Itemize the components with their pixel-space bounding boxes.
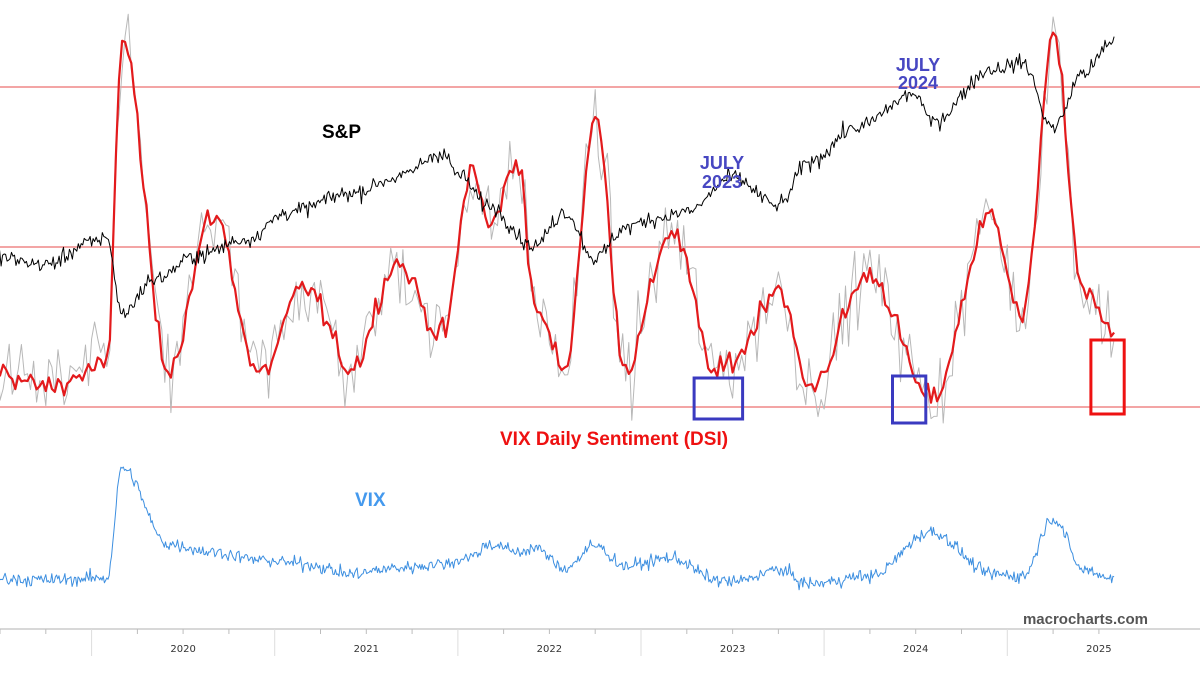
vix-label: VIX xyxy=(355,490,386,511)
x-tick-label-2024: 2024 xyxy=(903,644,928,655)
highlight-boxes xyxy=(692,338,1126,425)
x-tick-label-2023: 2023 xyxy=(720,644,745,655)
july-2023-label-line2: 2023 xyxy=(702,172,742,192)
sp-line xyxy=(0,36,1115,319)
vix-layer xyxy=(0,466,1115,591)
vix-line xyxy=(0,466,1115,591)
x-axis-ticks: 2020 2021 2022 2023 2024 2025 xyxy=(0,629,1112,656)
july-2024-label-line2: 2024 xyxy=(898,73,938,93)
x-tick-label-2020: 2020 xyxy=(170,644,195,655)
july-2023-label-line1: JULY xyxy=(700,153,744,173)
highlight-box-july-2023 xyxy=(692,376,745,421)
dsi-label: VIX Daily Sentiment (DSI) xyxy=(500,429,728,450)
sp-layer xyxy=(0,36,1115,319)
highlight-box-latest xyxy=(1089,338,1126,416)
watermark: macrocharts.com xyxy=(1023,611,1148,628)
highlight-box-july-2024 xyxy=(891,374,928,425)
x-tick-label-2025: 2025 xyxy=(1086,644,1111,655)
sp-label: S&P xyxy=(322,122,361,143)
x-tick-label-2022: 2022 xyxy=(537,644,562,655)
x-tick-label-2021: 2021 xyxy=(354,644,379,655)
july-2024-label-line1: JULY xyxy=(896,55,940,75)
